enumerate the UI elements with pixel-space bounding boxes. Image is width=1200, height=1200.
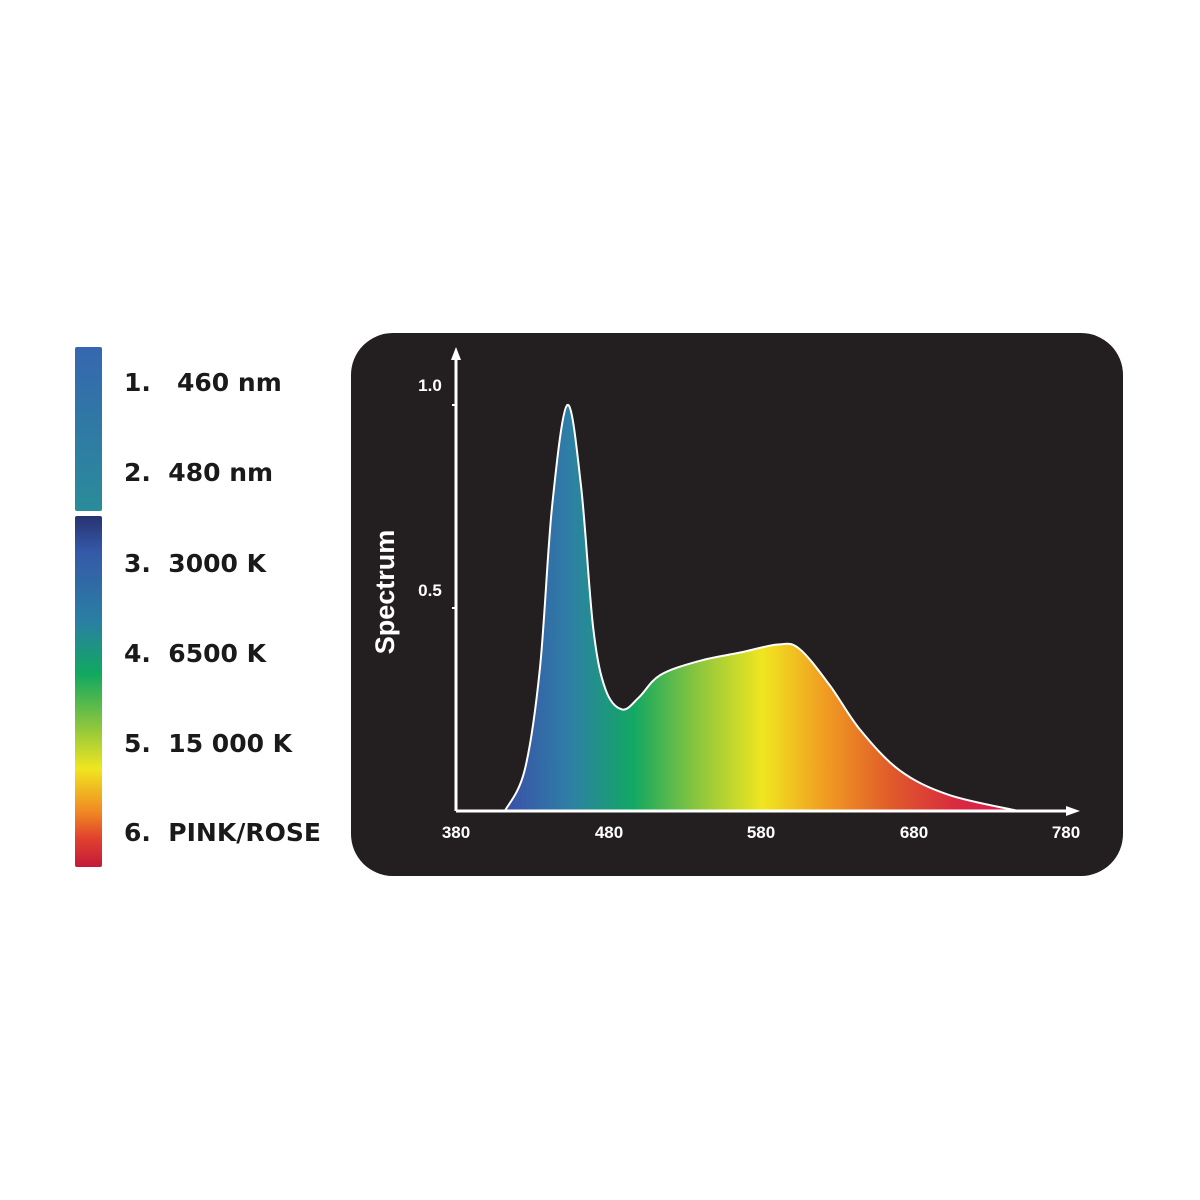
legend-item: 3. 3000 K — [124, 549, 266, 578]
y-axis-label: Spectrum — [370, 530, 400, 655]
x-tick-label: 780 — [1052, 823, 1080, 842]
legend-color-bar-nm — [75, 347, 102, 511]
legend-color-bar-kelvin — [75, 516, 102, 867]
y-axis-arrow-icon — [451, 347, 461, 360]
legend-item: 5. 15 000 K — [124, 729, 293, 758]
spectrum-area — [504, 404, 1019, 811]
spectrum-outline — [503, 403, 1019, 812]
legend-item: 1. 460 nm — [124, 368, 282, 397]
legend-item: 6. PINK/ROSE — [124, 818, 321, 847]
legend-item: 2. 480 nm — [124, 458, 274, 487]
x-tick-label: 380 — [442, 823, 470, 842]
legend-item: 4. 6500 K — [124, 639, 266, 668]
y-tick-label: 1.0 — [418, 376, 442, 395]
y-tick-label: 0.5 — [418, 581, 442, 600]
x-axis-arrow-icon — [1066, 806, 1080, 816]
x-tick-label: 680 — [900, 823, 928, 842]
x-tick-label: 580 — [747, 823, 775, 842]
x-tick-label: 480 — [595, 823, 623, 842]
